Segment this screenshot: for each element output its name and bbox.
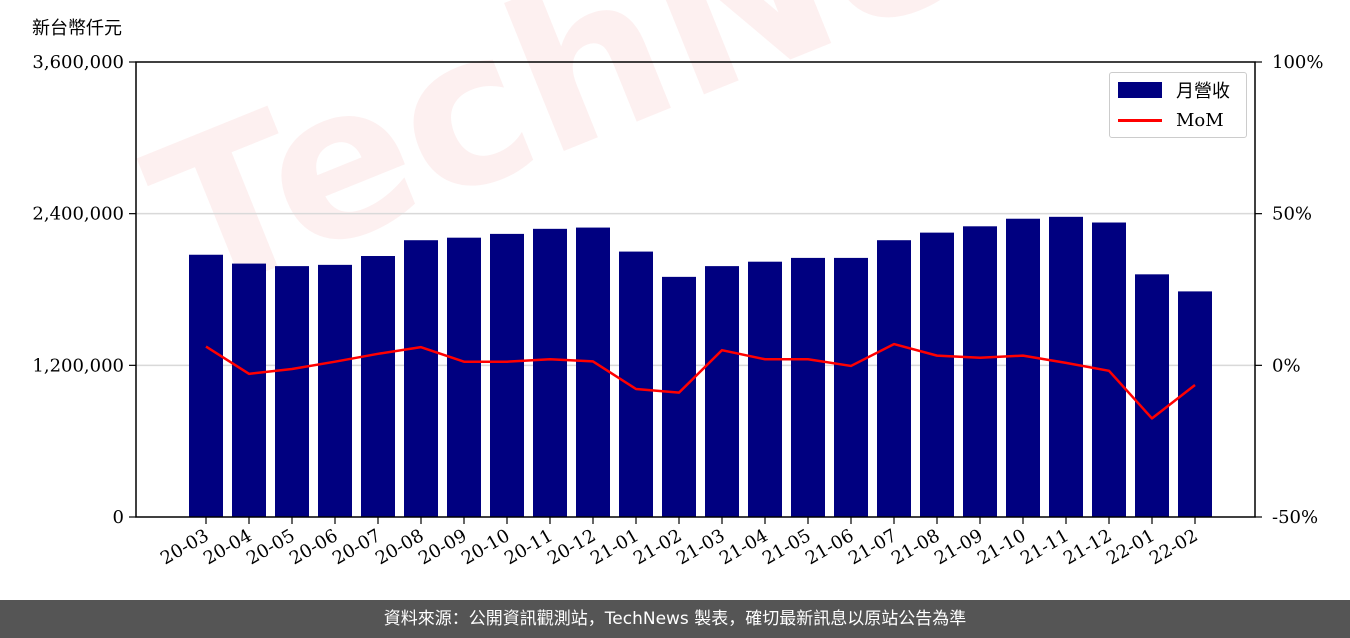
legend-label-mom: MoM <box>1176 109 1224 131</box>
x-tick-label-21-02: 21-02 <box>630 525 685 569</box>
y-right-tick-label-1: 0% <box>1272 355 1301 376</box>
x-tick-label-20-09: 20-09 <box>415 525 470 569</box>
mom-line <box>205 342 1196 420</box>
x-tick-label-21-11: 21-11 <box>1017 525 1072 569</box>
bar-20-10 <box>490 233 524 517</box>
x-tick-label-21-06: 21-06 <box>802 525 857 569</box>
bar-20-05 <box>275 266 309 517</box>
bar-21-07 <box>877 240 911 518</box>
x-tick-label-20-08: 20-08 <box>372 525 427 569</box>
x-tick-label-21-05: 21-05 <box>759 525 814 569</box>
source-footer: 資料來源：公開資訊觀測站，TechNews 製表，確切最新訊息以原站公告為準 <box>0 600 1350 638</box>
y-left-tick-label-3: 3,600,000 <box>32 52 124 73</box>
bar-20-03 <box>189 254 223 518</box>
x-tick-label-21-08: 21-08 <box>888 525 943 569</box>
bar-21-02 <box>662 276 696 517</box>
legend-item-revenue: 月營收 <box>1118 77 1230 103</box>
bar-21-11 <box>1049 216 1083 517</box>
plot-frame <box>135 61 1256 518</box>
x-tick-label-20-11: 20-11 <box>501 525 556 569</box>
legend-item-mom: MoM <box>1118 107 1224 133</box>
bar-20-08 <box>404 240 438 518</box>
bar-21-10 <box>1006 218 1040 517</box>
x-tick-label-20-04: 20-04 <box>200 525 255 569</box>
x-tick-label-21-09: 21-09 <box>931 525 986 569</box>
y-right-tick-label-2: 50% <box>1272 204 1312 225</box>
legend-swatch-mom <box>1118 118 1162 122</box>
x-tick-label-21-12: 21-12 <box>1060 525 1115 569</box>
legend-label-revenue: 月營收 <box>1176 81 1230 102</box>
y-left-tick-label-2: 2,400,000 <box>32 204 124 225</box>
bar-21-01 <box>619 251 653 518</box>
bar-21-08 <box>920 232 954 517</box>
bar-21-09 <box>963 226 997 518</box>
bar-20-07 <box>361 256 395 517</box>
bar-20-11 <box>533 228 567 518</box>
bar-21-06 <box>834 257 868 517</box>
x-tick-label-21-07: 21-07 <box>845 525 900 569</box>
x-tick-label-20-03: 20-03 <box>157 525 212 569</box>
x-tick-label-20-06: 20-06 <box>286 525 341 569</box>
y-left-tick-label-0: 0 <box>113 507 124 528</box>
y-right-tick-label-3: 100% <box>1272 52 1323 73</box>
x-tick-label-20-12: 20-12 <box>544 525 599 569</box>
bar-22-02 <box>1178 291 1212 517</box>
bar-20-12 <box>576 227 610 517</box>
bar-20-04 <box>232 263 266 517</box>
bar-20-06 <box>318 264 352 517</box>
bar-21-03 <box>705 266 739 517</box>
legend-swatch-revenue <box>1118 82 1162 98</box>
x-tick-label-21-04: 21-04 <box>716 525 771 569</box>
bar-21-05 <box>791 257 825 517</box>
x-tick-label-22-02: 22-02 <box>1146 525 1201 569</box>
x-tick-label-20-07: 20-07 <box>329 525 384 569</box>
legend: 月營收 MoM <box>1109 72 1247 138</box>
x-tick-label-21-01: 21-01 <box>587 525 642 569</box>
revenue-chart: 0 1,200,000 2,400,000 3,600,000 -50% 0% 50% 100… <box>32 52 1323 569</box>
x-tick-label-22-01: 22-01 <box>1103 525 1158 569</box>
x-tick-label-21-03: 21-03 <box>673 525 728 569</box>
x-tick-label-20-05: 20-05 <box>243 525 298 569</box>
y-axis-unit-label: 新台幣仟元 <box>32 18 122 39</box>
bar-20-09 <box>447 237 481 518</box>
bar-22-01 <box>1135 274 1169 517</box>
x-tick-label-20-10: 20-10 <box>458 525 513 569</box>
y-right-tick-label-0: -50% <box>1272 507 1318 528</box>
y-left-tick-label-1: 1,200,000 <box>32 355 124 376</box>
bar-21-04 <box>748 261 782 517</box>
x-tick-label-21-10: 21-10 <box>974 525 1029 569</box>
